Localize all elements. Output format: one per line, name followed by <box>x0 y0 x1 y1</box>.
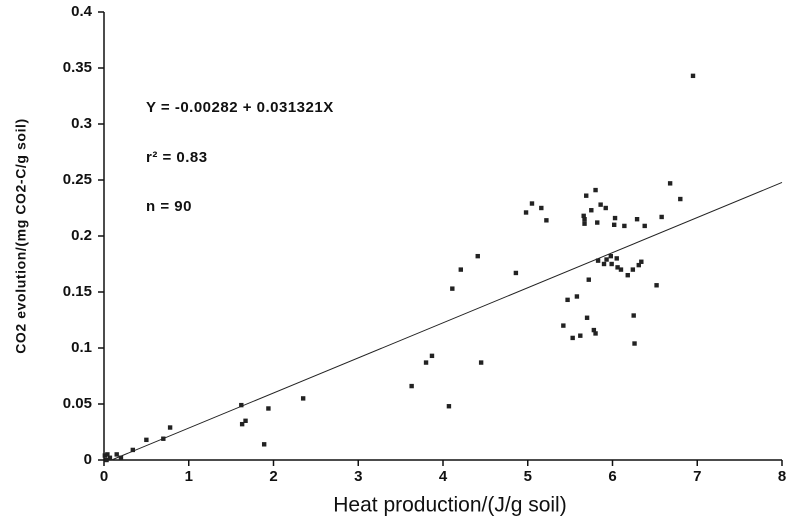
y-tick-label: 0.15 <box>63 283 92 300</box>
point <box>636 262 641 268</box>
point <box>544 218 549 223</box>
point <box>618 267 624 272</box>
x-tick-label: 6 <box>608 468 616 485</box>
point <box>622 223 627 229</box>
y-tick-label: 0.35 <box>63 59 92 76</box>
point <box>243 418 248 423</box>
y-axis-label: CO2 evolution/(mg CO2-C/g soil) <box>13 118 29 354</box>
point <box>523 210 529 215</box>
annotation: Y = -0.00282 + 0.031321X <box>146 99 334 116</box>
point <box>604 257 609 262</box>
y-tick-label: 0.25 <box>63 171 92 188</box>
x-tick-label: 2 <box>269 468 277 485</box>
point <box>639 259 644 264</box>
point <box>475 253 480 259</box>
point <box>261 442 267 447</box>
point <box>611 222 617 227</box>
annotation: n = 90 <box>146 198 192 215</box>
x-axis-label: Heat production/(J/g soil) <box>333 494 566 517</box>
point <box>595 258 601 263</box>
point <box>678 196 683 202</box>
point <box>429 353 435 359</box>
point <box>565 297 570 303</box>
point <box>614 256 619 261</box>
point <box>114 452 119 457</box>
point <box>584 315 590 320</box>
point <box>107 455 113 460</box>
point <box>423 360 429 365</box>
point <box>591 327 597 333</box>
annotation: r² = 0.83 <box>146 149 208 166</box>
x-tick-label: 3 <box>354 468 362 485</box>
x-tick-label: 8 <box>778 468 786 485</box>
point <box>167 425 173 430</box>
point <box>458 267 463 272</box>
point <box>654 283 659 288</box>
point <box>266 406 271 411</box>
y-tick-label: 0.05 <box>63 395 92 412</box>
point <box>582 217 587 222</box>
y-tick-label: 0.1 <box>71 339 92 356</box>
point <box>144 437 149 443</box>
point <box>598 202 603 207</box>
point <box>478 360 484 365</box>
y-tick-label: 0.3 <box>71 115 92 132</box>
point <box>667 181 673 186</box>
point <box>104 457 109 463</box>
point <box>601 261 607 267</box>
point <box>450 286 455 291</box>
x-tick-label: 1 <box>185 468 193 485</box>
point <box>582 221 587 226</box>
point <box>586 277 591 282</box>
point <box>642 223 647 229</box>
x-tick-label: 4 <box>439 468 448 485</box>
point <box>118 455 124 460</box>
point <box>595 220 600 225</box>
point <box>409 383 414 389</box>
y-tick-label: 0 <box>84 451 92 468</box>
point <box>239 402 244 408</box>
point <box>630 267 636 272</box>
y-tick-label: 0.4 <box>71 3 93 20</box>
y-tick-label: 0.2 <box>71 227 92 244</box>
point <box>102 453 108 458</box>
point <box>593 331 598 336</box>
point <box>561 323 566 328</box>
point <box>593 187 598 193</box>
point <box>539 205 544 211</box>
point <box>513 270 519 276</box>
fit-line <box>111 182 783 461</box>
point <box>105 452 110 457</box>
point <box>659 214 664 220</box>
point <box>578 333 583 338</box>
point <box>612 215 618 221</box>
point <box>634 217 640 222</box>
point <box>609 261 614 267</box>
point <box>300 396 306 401</box>
point <box>529 201 535 206</box>
point <box>581 213 586 219</box>
point <box>584 193 589 198</box>
x-tick-label: 0 <box>100 468 108 485</box>
point <box>615 265 620 270</box>
point <box>631 313 636 318</box>
point <box>570 335 575 341</box>
point <box>239 421 245 427</box>
point <box>690 73 696 79</box>
point <box>161 436 166 441</box>
x-tick-label: 7 <box>693 468 701 485</box>
point <box>632 341 637 346</box>
point <box>130 447 136 453</box>
point <box>589 208 594 213</box>
point <box>574 294 580 299</box>
point <box>625 273 630 278</box>
point <box>603 205 608 211</box>
x-tick-label: 5 <box>524 468 532 485</box>
point <box>608 253 614 259</box>
point <box>446 404 452 409</box>
